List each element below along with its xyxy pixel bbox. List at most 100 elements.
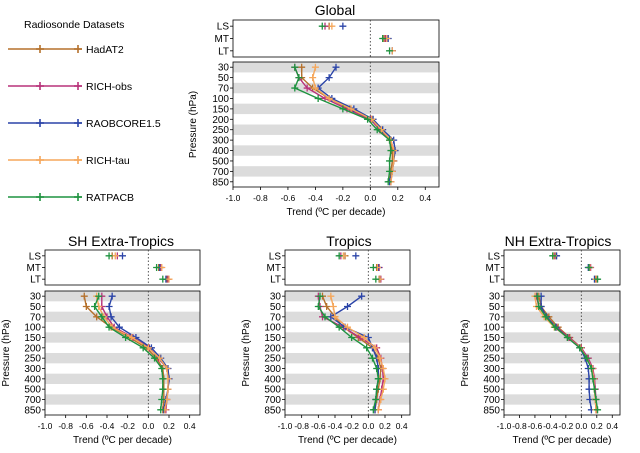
data-point-ratpacb (373, 365, 381, 372)
layer-point-rich-tau (111, 252, 119, 260)
layer-box-frame (232, 19, 440, 58)
x-tick-label: 0.4 (606, 421, 618, 431)
level-band (504, 311, 620, 322)
x-tick-label: -0.2 (344, 421, 359, 431)
level-band (45, 311, 200, 322)
panel-title: Tropics (326, 233, 371, 249)
pressure-tick-label: 850 (483, 405, 500, 416)
x-tick-label: -0.4 (328, 421, 343, 431)
data-point-ratpacb (91, 303, 99, 310)
data-point-ratpacb (590, 385, 598, 393)
layer-point-ratpacb (585, 264, 593, 271)
data-point-rich-tau (309, 74, 317, 82)
data-point-ratpacb (363, 344, 371, 352)
layer-label: MT (267, 263, 281, 274)
layer-point-raobcore1-5 (352, 252, 360, 260)
data-point-ratpacb (587, 365, 595, 372)
x-tick-label: -0.6 (281, 193, 296, 203)
pressure-tick-label: 400 (483, 374, 500, 385)
x-tick-label: -0.2 (559, 421, 574, 431)
data-point-hadat2 (80, 292, 88, 300)
data-point-rich-tau (360, 334, 368, 341)
data-point-ratpacb (583, 354, 591, 362)
x-tick-label: -1.0 (497, 421, 512, 431)
pressure-tick-label: 850 (212, 177, 229, 188)
x-tick-label: 0.2 (392, 193, 404, 203)
layer-point-ratpacb (594, 275, 602, 283)
x-tick-label: -0.6 (79, 421, 94, 431)
layer-label: LS (29, 251, 42, 262)
layer-label: MT (215, 34, 229, 45)
data-point-rich-tau (128, 334, 136, 341)
data-point-ratpacb (314, 94, 322, 102)
pressure-tick-label: 400 (264, 374, 281, 385)
layer-label: LS (269, 251, 282, 262)
pressure-tick-label: 300 (24, 364, 41, 375)
level-band (285, 394, 410, 405)
legend-label-2: RAOBCORE1.5 (86, 118, 161, 130)
x-axis-label: Trend (ºC per decade) (513, 435, 612, 446)
layer-point-ratpacb (372, 275, 380, 283)
pressure-tick-label: 700 (483, 395, 500, 406)
data-point-ratpacb (314, 303, 322, 310)
data-point-ratpacb (387, 147, 395, 155)
data-point-ratpacb (316, 292, 324, 300)
pressure-tick-label: 250 (264, 354, 281, 365)
data-point-rich-tau (376, 354, 384, 362)
data-point-ratpacb (291, 63, 299, 71)
level-band (45, 373, 200, 384)
data-point-raobcore1-5 (344, 303, 351, 310)
layer-point-rich-tau (165, 275, 173, 283)
data-point-ratpacb (105, 323, 113, 331)
layer-label: LS (217, 22, 230, 33)
x-tick-label: 0.4 (396, 421, 408, 431)
level-band (285, 291, 410, 302)
x-tick-label: -0.2 (120, 421, 135, 431)
data-point-rich-tau (381, 375, 389, 383)
data-point-rich-tau (371, 344, 379, 352)
pressure-tick-label: 30 (30, 292, 42, 303)
data-point-rich-tau (347, 105, 355, 113)
profile-box-frame (503, 290, 621, 416)
x-axis-label: Trend (ºC per decade) (298, 435, 397, 446)
profile-box-frame (44, 290, 201, 416)
pressure-tick-label: 70 (489, 312, 501, 323)
pressure-tick-label: 400 (212, 146, 229, 157)
level-band (504, 332, 620, 343)
data-point-ratpacb (542, 313, 550, 321)
level-band (45, 353, 200, 364)
data-point-ratpacb (158, 396, 166, 403)
data-point-ratpacb (157, 406, 165, 414)
pressure-tick-label: 300 (264, 364, 281, 375)
pressure-tick-label: 200 (264, 343, 281, 354)
data-point-rich-tau (311, 84, 319, 92)
data-point-ratpacb (291, 84, 299, 92)
legend-label-1: RICH-obs (86, 81, 132, 93)
legend-label-0: HadAT2 (86, 44, 124, 56)
layer-point-ratpacb (335, 252, 343, 260)
pressure-tick-label: 250 (483, 354, 500, 365)
x-tick-label: 0.0 (364, 193, 376, 203)
pressure-tick-label: 100 (483, 323, 500, 334)
pressure-tick-label: 50 (489, 302, 501, 313)
layer-label: MT (27, 263, 41, 274)
level-band (233, 124, 439, 135)
data-point-ratpacb (576, 344, 584, 352)
data-point-hadat2 (298, 63, 306, 71)
data-point-ratpacb (372, 396, 380, 403)
pressure-tick-label: 30 (218, 63, 230, 74)
pressure-tick-label: 500 (483, 385, 500, 396)
data-point-rich-tau (325, 94, 333, 102)
pressure-tick-label: 500 (264, 385, 281, 396)
pressure-tick-label: 400 (24, 374, 41, 385)
y-axis-label: Pressure (hPa) (188, 91, 199, 158)
x-tick-label: -0.2 (336, 193, 351, 203)
data-point-ratpacb (374, 375, 382, 383)
layer-label: LS (488, 251, 501, 262)
pressure-tick-label: 300 (483, 364, 500, 375)
data-point-ratpacb (535, 303, 543, 310)
pressure-tick-label: 150 (483, 333, 500, 344)
x-tick-label: 0.0 (575, 421, 587, 431)
data-point-ratpacb (592, 396, 600, 403)
data-point-ratpacb (373, 126, 381, 134)
